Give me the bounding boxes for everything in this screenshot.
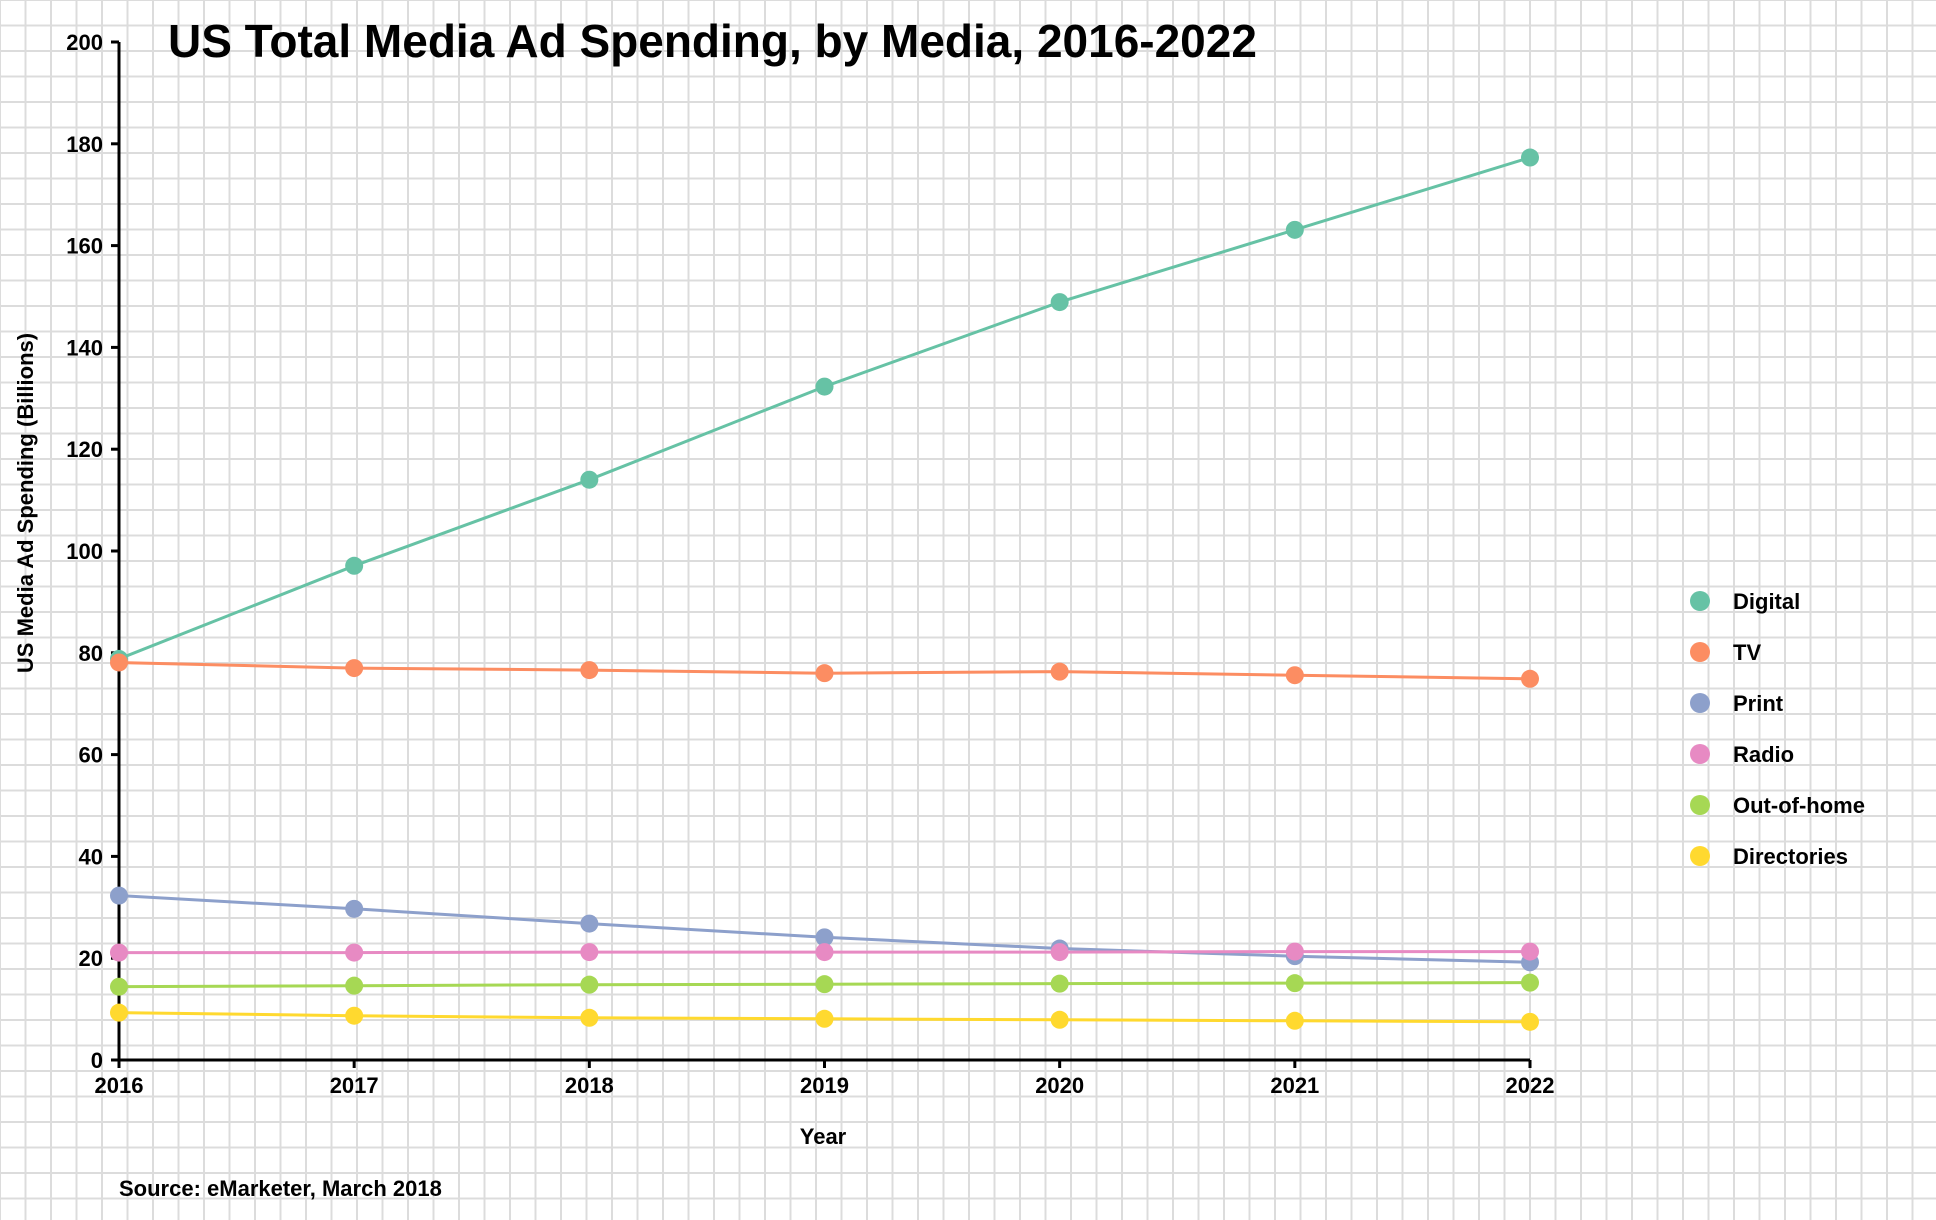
data-point-radio[interactable] [580,943,599,962]
data-point-digital[interactable] [580,470,599,489]
data-point-tv[interactable] [345,659,364,678]
legend-item-digital[interactable]: Digital [1690,589,1800,614]
y-axis-title: US Media Ad Spending (Billions) [13,333,38,673]
legend-swatch [1690,795,1710,815]
data-point-radio[interactable] [815,943,834,962]
data-point-tv[interactable] [1521,669,1539,688]
x-tick-label: 2021 [1270,1073,1319,1098]
x-tick-label: 2019 [800,1073,849,1098]
data-point-radio[interactable] [110,943,128,962]
y-tick-label: 80 [79,641,103,666]
series-tv [110,653,1539,688]
x-axis: 2016 2017 2018 2019 2020 2021 2022 [95,1058,1555,1098]
series-directories [110,1003,1539,1031]
data-point-out-of-home[interactable] [1050,974,1069,993]
legend-label: Digital [1733,589,1800,614]
series-group [110,148,1539,1031]
data-point-out-of-home[interactable] [580,975,599,994]
chart-title: US Total Media Ad Spending, by Media, 20… [168,15,1257,67]
y-tick-label: 60 [79,743,103,768]
legend-label: Radio [1733,742,1794,767]
legend-item-directories[interactable]: Directories [1690,844,1848,869]
data-point-print[interactable] [580,914,599,933]
y-tick-label: 200 [66,30,103,55]
legend-swatch [1690,642,1710,662]
x-tick-label: 2020 [1035,1073,1084,1098]
legend-item-radio[interactable]: Radio [1690,742,1794,767]
data-point-radio[interactable] [1050,943,1069,962]
data-point-print[interactable] [815,928,834,947]
y-tick-label: 40 [79,844,103,869]
legend-item-print[interactable]: Print [1690,691,1784,716]
data-point-directories[interactable] [1285,1011,1304,1030]
legend: Digital TV Print Radio Out-of-home Directorie… [1690,589,1865,869]
x-tick-label: 2017 [330,1073,379,1098]
data-point-tv[interactable] [580,661,599,680]
y-tick-label: 0 [91,1048,103,1073]
data-point-print[interactable] [345,899,364,918]
data-point-directories[interactable] [815,1009,834,1028]
series-out-of-home [110,973,1539,996]
series-radio [110,942,1539,962]
legend-label: Out-of-home [1733,793,1865,818]
legend-swatch [1690,744,1710,764]
y-tick-label: 100 [66,539,103,564]
data-point-directories[interactable] [580,1008,599,1027]
data-point-digital[interactable] [345,556,364,575]
legend-label: TV [1733,640,1761,665]
data-point-out-of-home[interactable] [815,975,834,994]
legend-item-out-of-home[interactable]: Out-of-home [1690,793,1865,818]
data-point-radio[interactable] [345,943,364,962]
legend-label: Directories [1733,844,1848,869]
data-point-print[interactable] [110,886,128,905]
y-tick-label: 180 [66,132,103,157]
data-point-directories[interactable] [1050,1010,1069,1029]
data-point-tv[interactable] [1285,666,1304,685]
y-tick-label: 160 [66,234,103,259]
y-tick-label: 20 [79,946,103,971]
x-tick-label: 2018 [565,1073,614,1098]
data-point-digital[interactable] [1521,148,1539,167]
data-point-digital[interactable] [1050,293,1069,312]
x-tick-label: 2022 [1506,1073,1555,1098]
series-digital [110,148,1539,668]
legend-swatch [1690,591,1710,611]
data-point-digital[interactable] [1285,220,1304,239]
data-point-out-of-home[interactable] [345,976,364,995]
data-point-out-of-home[interactable] [1521,973,1539,992]
y-axis: 0 20 40 60 80 100 120 140 160 180 200 [66,30,121,1073]
legend-label: Print [1733,691,1784,716]
y-tick-label: 120 [66,437,103,462]
legend-item-tv[interactable]: TV [1690,640,1761,665]
data-point-radio[interactable] [1521,942,1539,961]
y-tick-label: 140 [66,335,103,360]
data-point-tv[interactable] [1050,662,1069,681]
data-point-directories[interactable] [1521,1012,1539,1031]
data-point-radio[interactable] [1285,942,1304,961]
data-point-out-of-home[interactable] [110,977,128,996]
legend-swatch [1690,846,1710,866]
source-note: Source: eMarketer, March 2018 [119,1176,442,1201]
x-tick-label: 2016 [95,1073,144,1098]
data-point-directories[interactable] [110,1003,128,1022]
x-axis-title: Year [800,1124,847,1149]
legend-swatch [1690,693,1710,713]
data-point-directories[interactable] [345,1006,364,1025]
data-point-digital[interactable] [815,377,834,396]
data-point-tv[interactable] [110,653,128,672]
data-point-out-of-home[interactable] [1285,974,1304,993]
data-point-tv[interactable] [815,664,834,683]
